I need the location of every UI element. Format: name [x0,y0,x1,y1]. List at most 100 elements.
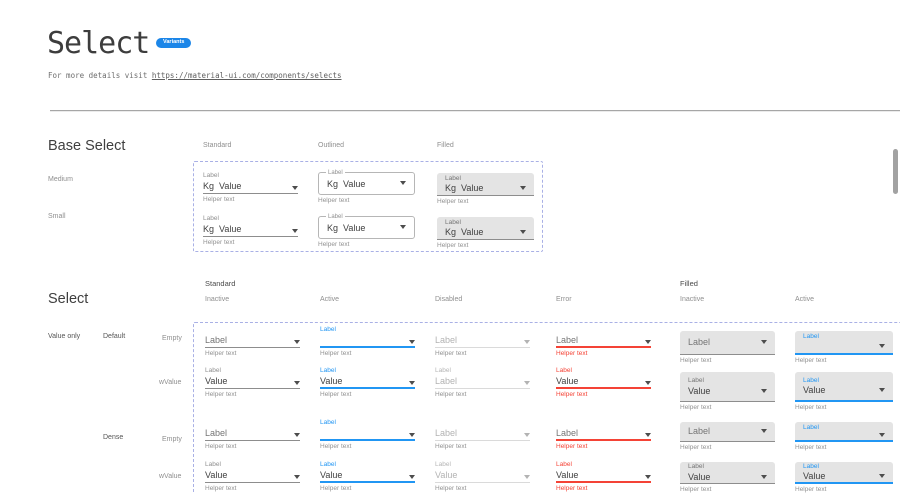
chevron-down-icon [294,340,300,344]
select-value: Value [343,178,366,189]
select-standard-active-default-wvalue[interactable]: Label Value Helper text [320,367,415,399]
base-select-filled-small[interactable]: Label Kg Value Helper text [437,217,534,250]
chevron-down-icon [524,381,530,385]
select-filled-inactive-default-empty[interactable]: Label Helper text [680,331,775,365]
helper-text: Helper text [437,242,469,249]
select-standard-error-dense-empty[interactable]: Label Helper text [556,429,651,451]
helper-text: Helper text [437,198,469,205]
col-header-standard-active: Active [320,296,340,303]
helper-text: Helper text [795,486,827,493]
select-label: Label [688,463,704,471]
chevron-down-icon [520,186,526,191]
header-divider [50,110,900,111]
subtitle-text: For more details visit [48,71,148,80]
select-label: Label [803,333,819,341]
select-standard-inactive-default-wvalue[interactable]: Label Value Helper text [205,367,300,399]
select-filled-inactive-dense-empty[interactable]: Label Helper text [680,422,775,452]
select-value: Value [803,471,826,482]
helper-text: Helper text [320,443,352,450]
helper-text: Helper text [556,485,588,492]
select-label: Label [320,367,336,374]
external-link[interactable]: https://material-ui.com/components/selec… [151,71,342,80]
select-label: Label [320,461,336,468]
page-title: Select [47,26,150,61]
select-label: Label [205,367,221,374]
col-header-filled-active: Active [795,296,815,303]
select-standard-active-dense-wvalue[interactable]: Label Value Helper text [320,461,415,493]
select-adornment: Kg [445,227,457,238]
helper-text: Helper text [556,350,588,357]
chevron-down-icon [409,340,415,344]
chevron-down-icon [520,230,526,235]
select-filled-active-default-wvalue[interactable]: Label Value Helper text [795,372,893,412]
select-value: Value [461,227,484,238]
helper-text: Helper text [435,443,467,450]
base-select-standard-medium[interactable]: Label Kg Value Helper text [203,172,298,204]
chevron-down-icon [879,433,885,438]
select-value: Value [320,376,343,386]
row-state-default-wvalue: wValue [159,379,182,386]
select-value: Label [435,335,458,345]
select-standard-inactive-dense-wvalue[interactable]: Label Value Helper text [205,461,300,493]
select-label: Label [435,367,451,374]
select-label: Label [320,419,336,426]
select-filled-inactive-dense-wvalue[interactable]: Label Value Helper text [680,462,775,494]
select-value: Value [205,470,228,480]
scrollbar-thumb[interactable] [893,149,898,194]
variants-badge-label: Variants [156,37,192,48]
select-value: Value [219,224,242,234]
select-value: Value [435,470,458,480]
helper-text: Helper text [435,485,467,492]
select-standard-disabled-default-empty: Label Helper text [435,336,530,358]
select-standard-active-default-empty[interactable]: Label Helper text [320,326,415,358]
select-label: Label [688,377,704,385]
select-value: Value [688,471,711,482]
chevron-down-icon [761,428,767,433]
chevron-down-icon [761,339,767,344]
select-filled-inactive-default-wvalue[interactable]: Label Value Helper text [680,372,775,412]
select-label: Label [205,461,221,468]
select-adornment: Kg [327,222,339,233]
select-label: Label [203,215,219,222]
base-dashed-frame [193,161,543,252]
select-filled-active-dense-empty[interactable]: Label Helper text [795,422,893,452]
select-standard-error-default-empty[interactable]: Label Helper text [556,336,651,358]
row-state-dense-empty: Empty [162,436,182,443]
base-col-header-standard: Standard [203,142,232,149]
select-value: Value [556,376,579,386]
select-value: Value [461,183,484,194]
select-value: Value [688,385,711,396]
select-dashed-frame [193,322,900,494]
select-standard-inactive-dense-empty[interactable]: Label Helper text [205,429,300,451]
base-select-outlined-small[interactable]: Label Kg Value Helper text [318,213,415,249]
chevron-down-icon [409,433,415,437]
helper-text: Helper text [318,197,350,204]
chevron-down-icon [294,433,300,437]
helper-text: Helper text [435,350,467,357]
select-adornment: Kg [327,178,339,189]
base-select-outlined-medium[interactable]: Label Kg Value Helper text [318,169,415,205]
select-standard-error-default-wvalue[interactable]: Label Value Helper text [556,367,651,399]
select-standard-inactive-default-empty[interactable]: Label Helper text [205,336,300,358]
select-standard-disabled-default-wvalue: Label Label Helper text [435,367,530,399]
section-heading-base-select: Base Select [48,138,126,154]
chevron-down-icon [761,474,767,479]
select-label: Label [435,461,451,468]
chevron-down-icon [400,225,406,229]
chevron-down-icon [879,344,885,349]
select-standard-active-dense-empty[interactable]: Label Helper text [320,419,415,451]
chevron-down-icon [294,381,300,385]
base-select-standard-small[interactable]: Label Kg Value Helper text [203,215,298,247]
base-select-filled-medium[interactable]: Label Kg Value Helper text [437,173,534,206]
chevron-down-icon [524,475,530,479]
select-filled-active-default-empty[interactable]: Label Helper text [795,331,893,365]
helper-text: Helper text [203,196,235,203]
chevron-down-icon [524,433,530,437]
select-standard-error-dense-wvalue[interactable]: Label Value Helper text [556,461,651,493]
select-filled-active-dense-wvalue[interactable]: Label Value Helper text [795,462,893,494]
chevron-down-icon [645,381,651,385]
variants-badge: Variants [156,30,192,48]
helper-text: Helper text [680,486,712,493]
helper-text: Helper text [795,357,827,364]
base-col-header-filled: Filled [437,142,454,149]
